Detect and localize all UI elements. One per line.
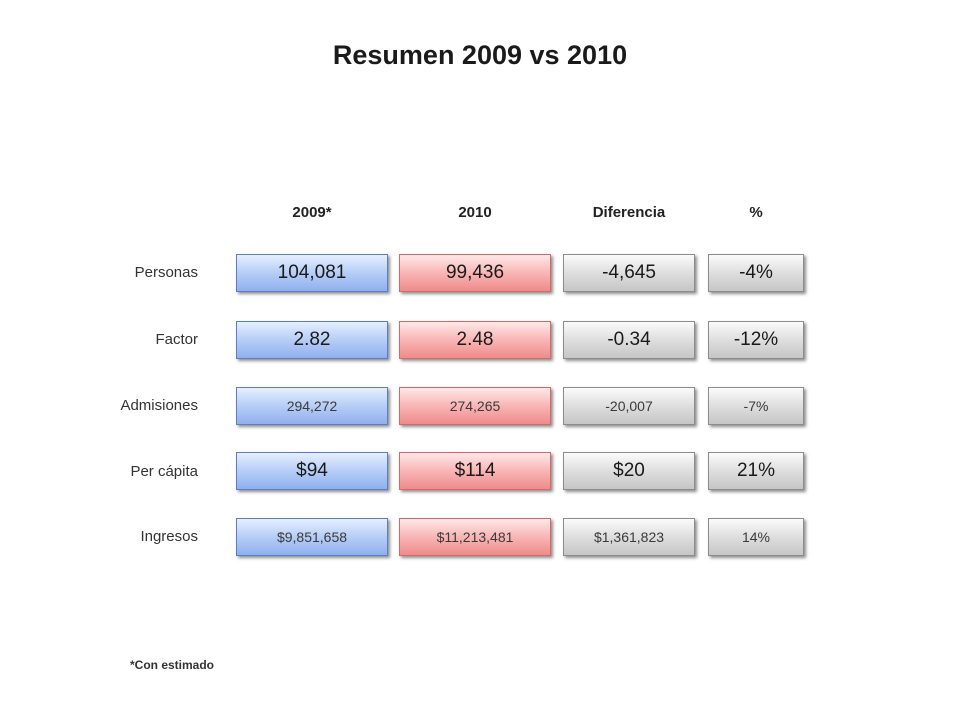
footnote: *Con estimado bbox=[130, 658, 215, 672]
pct-per-capita: 21% bbox=[708, 452, 804, 490]
column-header-2009: 2009* bbox=[292, 204, 332, 221]
diff-ingresos: $1,361,823 bbox=[563, 518, 695, 556]
value-2009-ingresos: $9,851,658 bbox=[236, 518, 388, 556]
pct-ingresos: 14% bbox=[708, 518, 804, 556]
value-2010-personas: 99,436 bbox=[399, 254, 551, 292]
value-2009-factor: 2.82 bbox=[236, 321, 388, 359]
row-label-ingresos: Ingresos bbox=[140, 528, 198, 545]
diff-personas: -4,645 bbox=[563, 254, 695, 292]
value-2010-factor: 2.48 bbox=[399, 321, 551, 359]
column-header-2010: 2010 bbox=[458, 204, 492, 221]
diff-admisiones: -20,007 bbox=[563, 387, 695, 425]
value-2009-admisiones: 294,272 bbox=[236, 387, 388, 425]
value-2010-per-capita: $114 bbox=[399, 452, 551, 490]
column-header-percent: % bbox=[749, 204, 763, 221]
row-label-admisiones: Admisiones bbox=[120, 397, 198, 414]
diff-factor: -0.34 bbox=[563, 321, 695, 359]
value-2009-personas: 104,081 bbox=[236, 254, 388, 292]
row-label-factor: Factor bbox=[155, 331, 198, 348]
value-2009-per-capita: $94 bbox=[236, 452, 388, 490]
value-2010-ingresos: $11,213,481 bbox=[399, 518, 551, 556]
pct-personas: -4% bbox=[708, 254, 804, 292]
row-label-personas: Personas bbox=[134, 264, 198, 281]
row-label-per-capita: Per cápita bbox=[130, 463, 198, 480]
diff-per-capita: $20 bbox=[563, 452, 695, 490]
value-2010-admisiones: 274,265 bbox=[399, 387, 551, 425]
column-header-diferencia: Diferencia bbox=[592, 204, 666, 221]
pct-admisiones: -7% bbox=[708, 387, 804, 425]
page-title: Resumen 2009 vs 2010 bbox=[332, 40, 628, 70]
pct-factor: -12% bbox=[708, 321, 804, 359]
